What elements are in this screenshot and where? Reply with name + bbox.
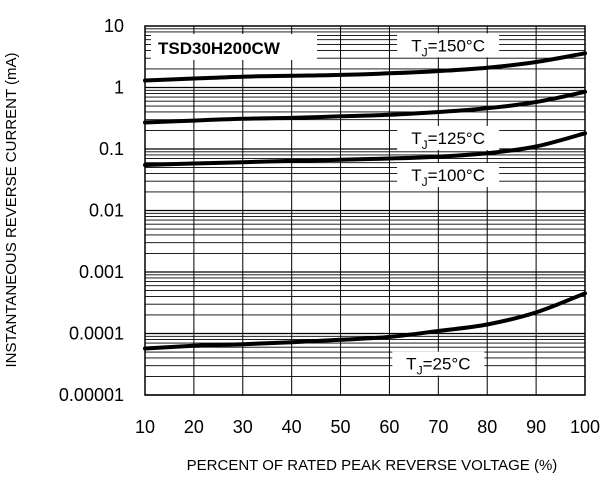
x-tick-label: 80 xyxy=(477,417,497,437)
x-tick-label: 30 xyxy=(233,417,253,437)
y-tick-label: 0.01 xyxy=(89,201,124,221)
y-axis-label: INSTANTANEOUS REVERSE CURRENT (mA) xyxy=(3,52,20,367)
y-tick-label: 0.1 xyxy=(99,139,124,159)
x-tick-label: 100 xyxy=(570,417,600,437)
series-annotation-0: TJ=150°C xyxy=(397,33,499,59)
x-tick-labels: 10 20 30 40 50 60 70 80 90 100 xyxy=(135,417,600,437)
series-line-1 xyxy=(145,92,585,123)
chart-title: TSD30H200CW xyxy=(158,39,281,58)
y-tick-label: 10 xyxy=(104,16,124,36)
x-tick-label: 90 xyxy=(526,417,546,437)
x-tick-label: 50 xyxy=(331,417,351,437)
series-annotation-2: TJ=100°C xyxy=(397,163,499,189)
x-tick-label: 60 xyxy=(379,417,399,437)
y-tick-labels: 10 1 0.1 0.01 0.001 0.0001 0.00001 xyxy=(59,16,124,405)
y-tick-label: 0.0001 xyxy=(69,324,124,344)
y-tick-label: 0.00001 xyxy=(59,385,124,405)
series-annotation-1: TJ=125°C xyxy=(397,126,499,152)
y-tick-label: 0.001 xyxy=(79,262,124,282)
series-annotation-3: TJ=25°C xyxy=(392,352,484,378)
x-tick-label: 10 xyxy=(135,417,155,437)
x-tick-label: 70 xyxy=(428,417,448,437)
x-tick-label: 40 xyxy=(282,417,302,437)
x-axis-label: PERCENT OF RATED PEAK REVERSE VOLTAGE (%… xyxy=(187,457,558,474)
y-tick-label: 1 xyxy=(114,78,124,98)
x-tick-label: 20 xyxy=(184,417,204,437)
chart-title-box: TSD30H200CW xyxy=(151,34,317,60)
series-line-3 xyxy=(145,293,585,348)
